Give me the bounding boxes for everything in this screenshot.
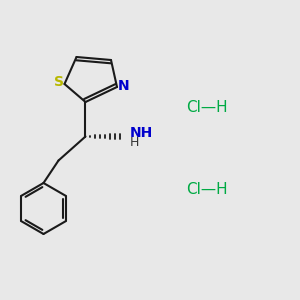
Text: H: H [130, 136, 139, 149]
Text: Cl—H: Cl—H [186, 182, 228, 196]
Text: S: S [54, 76, 64, 89]
Text: N: N [118, 79, 129, 92]
Text: NH: NH [130, 126, 153, 140]
Text: Cl—H: Cl—H [186, 100, 228, 116]
